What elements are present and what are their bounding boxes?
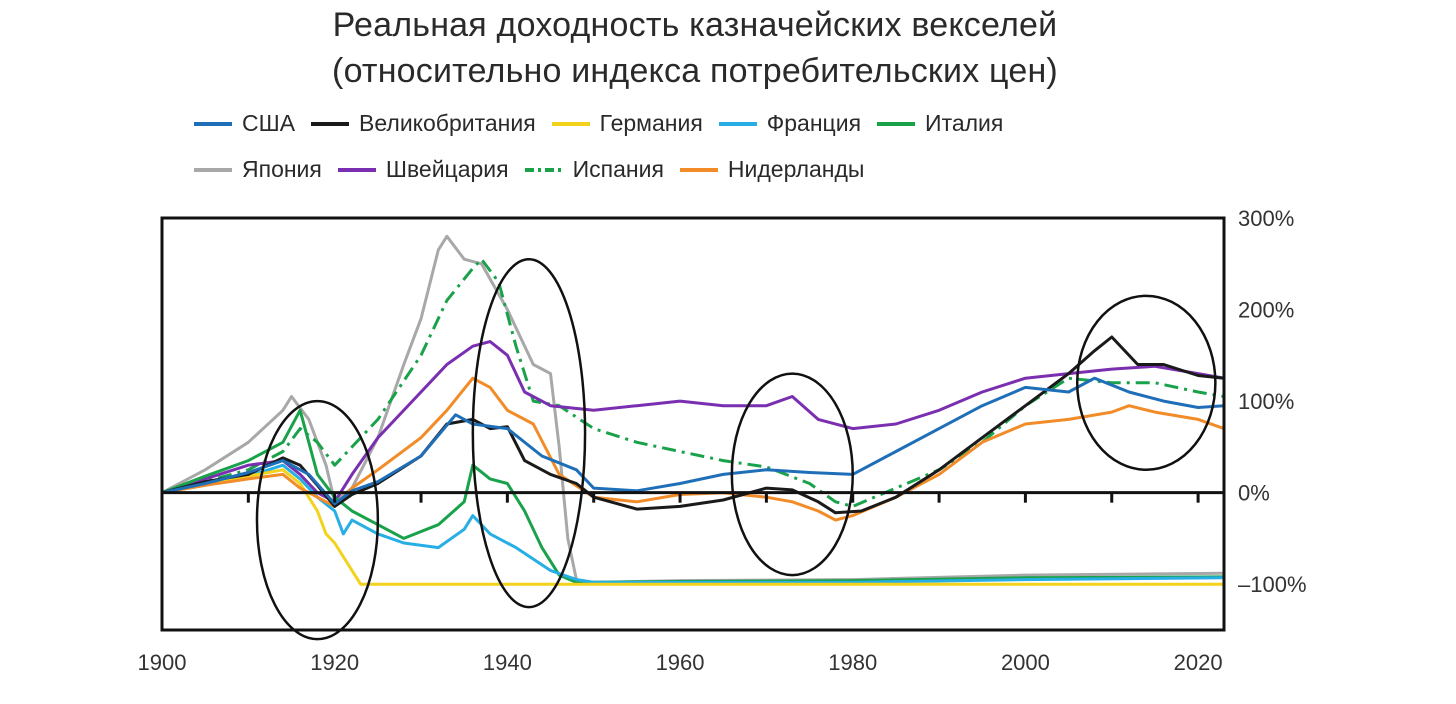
legend-swatch [337,167,376,172]
y-tick-label: 200% [1238,298,1294,323]
legend-item: Швейцария [336,156,509,183]
chart-title: Реальная доходность казначейских векселе… [332,6,1058,44]
series-line [162,234,1224,584]
annotation-ellipse [730,372,854,577]
series-group [162,234,1224,586]
y-tick-label: 100% [1238,389,1294,414]
legend-swatch [679,167,718,172]
legend-swatch [877,121,916,126]
x-tick-label: 2020 [1174,650,1223,675]
plot-frame [160,216,1226,632]
y-tick-label: 300% [1238,206,1294,231]
legend-label: Франция [766,110,862,136]
x-tick-label: 1940 [483,650,532,675]
y-tick-label: 0% [1238,481,1270,506]
x-tick-label: 1920 [310,650,359,675]
series-line [162,335,1224,515]
series-line [162,376,1224,506]
legend-label: Великобритания [359,110,536,136]
legend-swatch [194,121,232,126]
legend-item: Франция [717,110,861,137]
legend-label: Швейцария [385,156,509,182]
legend-swatch [194,167,232,172]
series-line [162,463,1224,584]
series-line [162,376,1224,522]
legend-row-2: Япония Швейцария Испания Нидерланды [192,156,878,183]
legend-item: Япония [192,156,322,183]
series-line [162,257,1224,508]
x-tick-label: 2000 [1001,650,1050,675]
legend-item: США [192,110,295,137]
legend-label: Италия [925,110,1004,136]
legend-label: Япония [242,156,322,182]
legend-swatch [718,121,757,126]
annotation-ellipse [1075,294,1217,472]
annotation-ellipse [255,399,380,641]
chart-subtitle: (относительно индекса потребительских це… [332,52,1058,90]
legend-item: Испания [523,156,664,183]
legend-swatch [311,121,350,126]
legend-row-1: США Великобритания Германия Франция Италия [192,110,1017,137]
x-tick-label: 1960 [656,650,705,675]
annotation-ellipse [471,257,587,609]
legend-label: Германия [599,110,703,136]
legend-label: Нидерланды [727,156,865,182]
series-line [162,468,1224,586]
legend-item: Италия [875,110,1003,137]
x-tick-label: 1980 [828,650,877,675]
x-tick-label: 1900 [138,650,187,675]
series-line [162,340,1224,504]
legend-item: Нидерланды [678,156,865,183]
legend-label: Испания [572,156,664,182]
legend-swatch [551,121,590,126]
legend-label: США [242,110,296,136]
legend-swatch [524,167,563,172]
legend-item: Германия [550,110,703,137]
legend-item: Великобритания [309,110,536,137]
y-tick-label: –100% [1238,572,1307,597]
